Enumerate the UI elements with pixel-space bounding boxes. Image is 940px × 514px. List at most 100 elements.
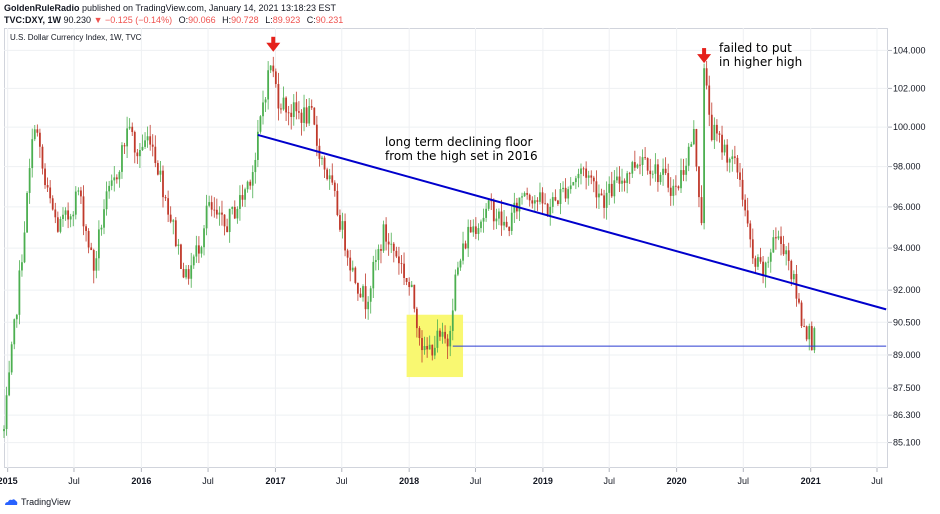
candle [56, 211, 59, 233]
candle [649, 158, 652, 186]
candle [513, 192, 516, 223]
candle-body [215, 209, 218, 215]
symbol-label[interactable]: TVC:DXY, 1W [4, 15, 62, 25]
candle-body [480, 221, 482, 229]
publisher-name[interactable]: GoldenRuleRadio [4, 3, 80, 13]
candle [508, 226, 511, 237]
candle-body [362, 286, 364, 298]
candle-body [772, 237, 775, 253]
candle [277, 72, 280, 121]
candle [474, 217, 477, 240]
candle [462, 231, 464, 265]
candle-body [69, 216, 72, 220]
candle-body [587, 175, 590, 178]
candle [554, 189, 557, 202]
tradingview-logo[interactable]: TradingView [4, 497, 71, 507]
candle [69, 213, 72, 228]
candle [377, 244, 380, 271]
candle-body [203, 228, 205, 248]
candle-body [526, 193, 529, 195]
candle [549, 198, 552, 226]
candle [721, 125, 723, 160]
candle [256, 119, 259, 168]
candle-body [97, 229, 100, 259]
candle [18, 260, 21, 325]
candle [667, 163, 670, 193]
candle [23, 221, 26, 264]
candle [380, 244, 382, 264]
price-change: −0.125 (−0.14%) [105, 15, 173, 25]
candle-body [672, 185, 675, 196]
x-axis-tick-label: 2015 [0, 476, 18, 486]
y-axis-tick-label: 104.000 [893, 45, 926, 55]
candle [359, 287, 362, 298]
candle-body [131, 126, 134, 133]
candle-body [249, 181, 252, 186]
down-triangle-icon: ▼ [93, 15, 103, 25]
candle-body [313, 107, 316, 125]
candle-body [108, 185, 111, 192]
candle-body [503, 221, 505, 226]
candle-body [259, 116, 262, 132]
annotation-layer: long term declining floor from the high s… [266, 36, 802, 163]
candle-body [380, 249, 382, 251]
candle [39, 128, 41, 158]
candle [97, 220, 100, 271]
candle-body [77, 190, 80, 192]
candle-body [205, 205, 208, 229]
candle [726, 139, 729, 172]
candle-body [228, 208, 231, 233]
declining-floor-trendline[interactable] [257, 133, 887, 311]
candle [587, 170, 590, 186]
tradingview-brand: TradingView [21, 497, 71, 507]
candle [633, 150, 636, 171]
candle [682, 158, 685, 182]
candle [133, 130, 136, 164]
candle-body [485, 208, 488, 218]
candle [290, 104, 293, 130]
candle [303, 94, 305, 132]
candle-body [723, 144, 726, 153]
candle-body [208, 202, 211, 206]
candle [421, 330, 423, 363]
candle [282, 86, 285, 111]
candle-body [810, 326, 813, 351]
candle [372, 255, 375, 299]
candle-body [126, 128, 128, 147]
candle-body [192, 256, 195, 266]
annotation-line: long term declining floor [385, 135, 533, 149]
candle [562, 181, 564, 193]
candle [226, 218, 229, 233]
candle-body [418, 328, 421, 339]
candle-body [395, 250, 398, 257]
candle-body [421, 338, 423, 351]
candle-body [600, 193, 603, 196]
candle-body [726, 144, 729, 163]
candle [131, 122, 134, 136]
candle-body [628, 173, 631, 175]
candle [126, 116, 128, 158]
candle-body [141, 146, 144, 151]
candle [580, 163, 582, 185]
y-axis-tick-label: 102.000 [893, 83, 926, 93]
candle [36, 124, 39, 137]
candle-body [344, 221, 346, 251]
candle [169, 206, 172, 224]
candle-body [295, 102, 298, 112]
candle [92, 248, 95, 284]
candle-body [472, 226, 475, 233]
candle [536, 197, 539, 212]
candle [610, 171, 613, 198]
candle-body [169, 214, 172, 222]
candle [110, 174, 113, 191]
candle-body [500, 211, 503, 226]
candle [605, 181, 608, 220]
candle [118, 170, 121, 188]
candle [441, 322, 444, 344]
candle-body [151, 144, 154, 147]
candle-body [213, 209, 216, 211]
candle-body [385, 224, 388, 242]
candle-body [269, 65, 272, 71]
candle-body [641, 157, 644, 165]
